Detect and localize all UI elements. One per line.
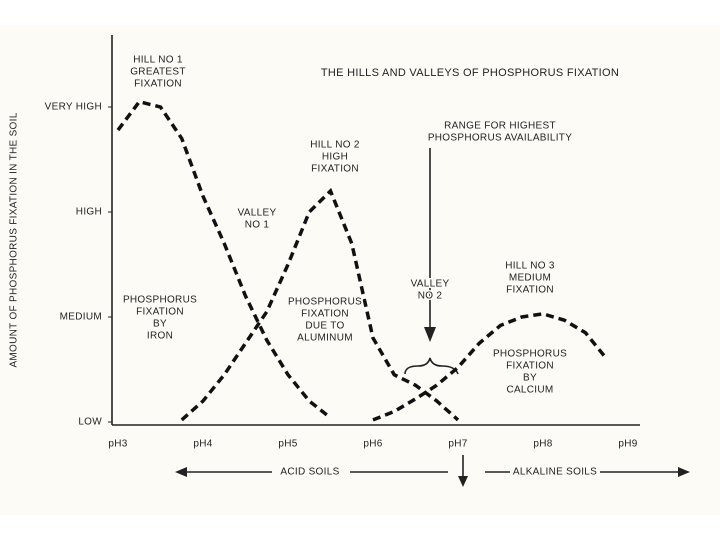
y-tick-label: MEDIUM [60, 312, 102, 323]
annotation: ALUMINUM [297, 333, 353, 344]
alkaline-label: ALKALINE SOILS [513, 467, 597, 478]
y-tick-label: VERY HIGH [45, 102, 102, 113]
annotation: HILL NO 3 [505, 261, 555, 272]
annotation: FIXATION [311, 164, 359, 175]
curve [372, 312, 609, 422]
y-tick-label: LOW [78, 417, 102, 428]
brace [404, 357, 459, 375]
y-tick-label: HIGH [76, 207, 102, 218]
annotation: MEDIUM [509, 273, 551, 284]
arrow-head [424, 327, 436, 342]
annotation: FIXATION [134, 79, 182, 90]
acid-label: ACID SOILS [280, 467, 339, 478]
x-tick-label: pH9 [618, 439, 637, 450]
annotation: FIXATION [506, 361, 554, 372]
x-tick-label: pH8 [533, 439, 552, 450]
annotation: PHOSPHORUS AVAILABILITY [428, 133, 572, 144]
y-axis-label: AMOUNT OF PHOSPHORUS FIXATION IN THE SOI… [9, 112, 20, 367]
arrow-head [175, 467, 187, 477]
annotation: DUE TO [305, 321, 344, 332]
arrow-head [458, 476, 468, 487]
annotation: HILL NO 1 [133, 55, 183, 66]
chart-title: THE HILLS AND VALLEYS OF PHOSPHORUS FIXA… [321, 67, 619, 79]
annotation: BY [523, 373, 537, 384]
annotation: VALLEY [238, 208, 277, 219]
annotation: RANGE FOR HIGHEST [444, 121, 556, 132]
annotation: NO 1 [245, 220, 270, 231]
annotation: HIGH [322, 152, 348, 163]
annotation: PHOSPHORUS [493, 349, 567, 360]
annotation: CALCIUM [506, 385, 553, 396]
curve [116, 99, 332, 420]
annotation: PHOSPHORUS [123, 295, 197, 306]
x-tick-label: pH5 [278, 439, 297, 450]
annotation: PHOSPHORUS [288, 297, 362, 308]
annotation: NO 2 [418, 291, 443, 302]
x-tick-label: pH6 [363, 439, 382, 450]
annotation: IRON [147, 331, 173, 342]
annotation: FIXATION [506, 285, 554, 296]
curve [180, 187, 460, 422]
annotation: VALLEY [411, 279, 450, 290]
annotation: GREATEST [130, 67, 186, 78]
x-tick-label: pH3 [108, 439, 127, 450]
annotation: HILL NO 2 [310, 140, 360, 151]
annotation: BY [153, 319, 167, 330]
annotation: FIXATION [301, 309, 349, 320]
x-tick-label: pH4 [193, 439, 212, 450]
x-tick-label: pH7 [448, 439, 467, 450]
arrow-head [678, 467, 690, 477]
annotation: FIXATION [136, 307, 184, 318]
paper [0, 25, 720, 515]
